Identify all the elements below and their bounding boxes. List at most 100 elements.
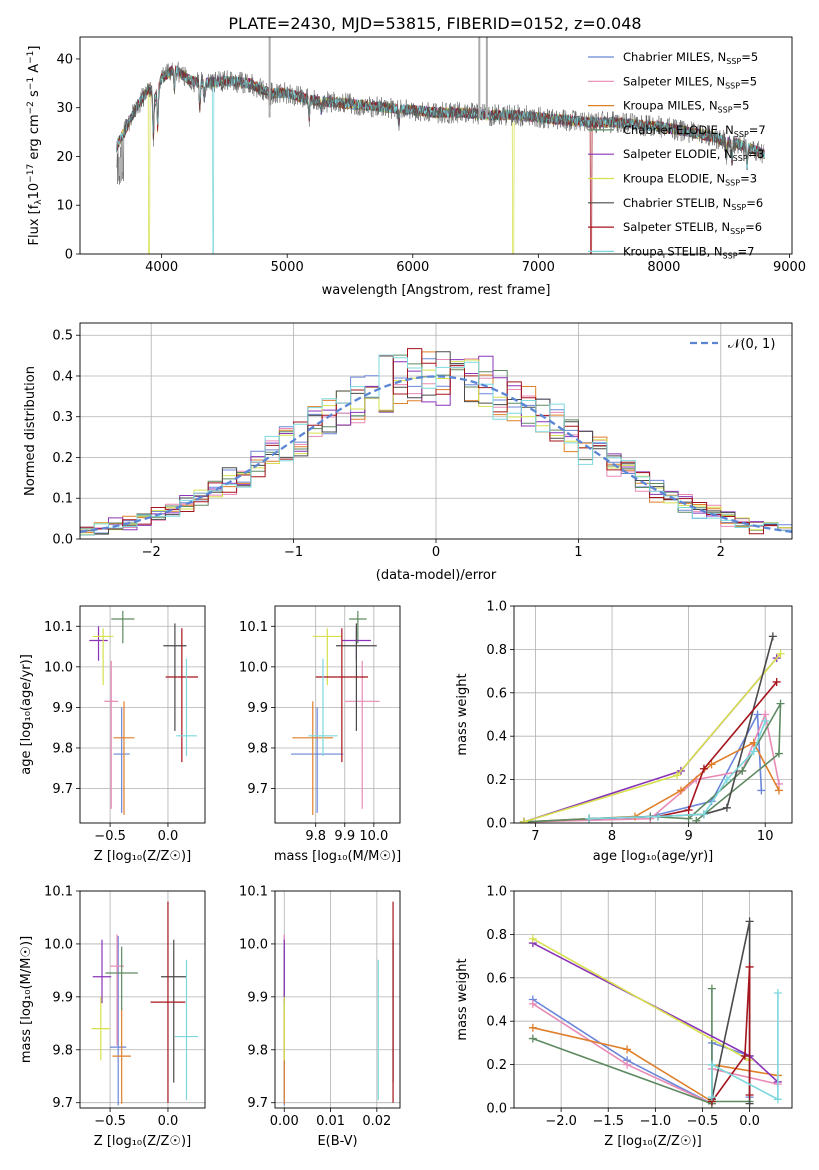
tick-label-y: 9.8: [52, 741, 73, 756]
normal-distribution-curve: [80, 375, 792, 534]
tick-label-x: 0: [432, 545, 440, 560]
tick-label-x: 6000: [396, 260, 429, 275]
spectrum-panel: 4000 5000 6000 7000 8000 9000 0 10 20 30 40 wavelen…: [26, 36, 806, 298]
tick-label-y: 9.9: [247, 990, 268, 1005]
y-axis-label: mass weight: [455, 673, 470, 755]
point-marker: [519, 817, 528, 823]
age_vs_Z-plot-area: [89, 610, 199, 815]
point-marker: [761, 717, 770, 726]
tick-label-x: −1: [284, 545, 303, 560]
errorbar-point: [344, 660, 380, 809]
tick-label-x: −0.5: [94, 829, 126, 844]
tick-label-y: 1.0: [486, 600, 507, 615]
legend-label: Chabrier STELIB, NSSP=6: [623, 196, 763, 212]
point-marker: [740, 1051, 749, 1060]
x-axis-label: Z [log₁₀(Z/Z☉)]: [604, 1134, 701, 1149]
errorbar-point: [290, 707, 344, 813]
tick-label-y: 9.8: [247, 741, 268, 756]
legend-label: Chabrier ELODIE, NSSP=7: [623, 123, 766, 139]
tick-label-y: 30: [56, 101, 73, 116]
axes-frame: [79, 605, 206, 824]
age-vs-metallicity-panel: −0.5 0.0 9.7 9.8 9.9 10.0 10.1 Z [log₁₀(Z/Z☉)] a…: [19, 605, 206, 864]
x-axis-label: E(B-V): [317, 1134, 357, 1149]
point-marker: [757, 786, 766, 795]
point-marker: [745, 1099, 754, 1108]
point-marker: [684, 814, 693, 823]
point-marker: [528, 1034, 537, 1043]
observed-spectrum-line: [116, 61, 765, 185]
point-marker: [768, 632, 777, 641]
errorbar-point: [308, 658, 338, 757]
tick-label-x: 4000: [145, 260, 178, 275]
axes-frame: [79, 36, 793, 255]
legend-label: Kroupa ELODIE, NSSP=3: [623, 172, 757, 188]
massweight-vs-age-panel: 7 8 9 10 0.0 0.2 0.4 0.6 0.8 1.0 age [log₁₀(age/yr…: [455, 600, 793, 864]
tick-label-y: 10.0: [44, 660, 73, 675]
tick-label-x: 0.01: [316, 1114, 345, 1129]
tick-label-y: 0.0: [486, 1102, 507, 1117]
tick-label-x: 9.8: [305, 829, 326, 844]
point-marker: [776, 699, 785, 708]
tick-label-y: 0.8: [486, 643, 507, 658]
y-axis-label: mass [log₁₀(M/M☉)]: [19, 936, 34, 1063]
point-marker: [722, 775, 731, 784]
axes-frame: [274, 890, 401, 1109]
tick-label-y: 0: [65, 248, 73, 263]
mass-vs-metallicity-panel: −0.5 0.0 9.7 9.8 9.9 10.0 10.1 Z [log₁₀(Z/Z☉)] m…: [19, 885, 206, 1149]
tick-label-x: 10.0: [359, 829, 388, 844]
massweight-series: [519, 649, 785, 823]
point-marker: [528, 1023, 537, 1032]
tick-label-y: 9.9: [247, 701, 268, 716]
tick-label-x: 8: [608, 829, 616, 844]
tick-label-y: 0.4: [52, 369, 73, 384]
x-axis-label: (data-model)/error: [376, 568, 497, 583]
tick-label-x: 0.0: [158, 829, 179, 844]
point-marker: [745, 1090, 754, 1099]
series-line: [657, 681, 778, 818]
point-marker: [749, 747, 758, 756]
tick-label-x: −2.0: [545, 1114, 577, 1129]
legend-label: Chabrier MILES, NSSP=5: [623, 50, 758, 66]
point-marker: [707, 760, 716, 769]
tick-label-y: 20: [56, 150, 73, 165]
tick-label-y: 9.8: [247, 1043, 268, 1058]
residuals-plot-area: [80, 348, 792, 536]
tick-label-y: 10.0: [239, 937, 268, 952]
tick-label-x: 2: [717, 545, 725, 560]
legend-label: Kroupa MILES, NSSP=5: [623, 99, 749, 115]
tick-label-x: −1.0: [640, 1114, 672, 1129]
tick-label-y: 0.0: [52, 533, 73, 548]
legend-label: Salpeter STELIB, NSSP=6: [623, 220, 762, 236]
y-axis-label: Normed distribution: [23, 366, 38, 496]
errorbar-point: [161, 939, 187, 1083]
y-axis-label: Flux [fλ10−17 erg cm−2 s−1 A−1]: [26, 46, 44, 246]
mass_vs_Z-plot-area: [91, 901, 199, 1106]
point-marker: [673, 771, 682, 780]
point-marker: [707, 1093, 716, 1102]
legend-label: 𝒩(0, 1): [728, 337, 775, 352]
axes-background: [514, 606, 792, 823]
massweight-vs-metallicity-panel: −2.0 −1.5 −1.0 −0.5 0.0 0.0 0.2 0.4 0.6 0.8 1.0 Z […: [455, 885, 793, 1149]
point-marker: [745, 917, 754, 926]
errorbar-point: [112, 1008, 131, 1104]
tick-label-y: 9.8: [52, 1043, 73, 1058]
point-marker: [773, 988, 782, 997]
tick-label-y: 9.7: [247, 1096, 268, 1111]
point-marker: [774, 786, 783, 795]
errorbar-point: [349, 610, 367, 644]
massweight_vs_age-plot-area: [519, 632, 785, 823]
tick-label-y: 0.8: [486, 928, 507, 943]
point-marker: [773, 1095, 782, 1104]
point-marker: [722, 803, 731, 812]
errorbar-point: [312, 628, 342, 686]
series-line: [532, 988, 750, 1105]
axes-background: [80, 606, 205, 823]
tick-label-x: −1.5: [592, 1114, 624, 1129]
errorbar-point: [104, 660, 119, 809]
errorbar-point: [174, 959, 199, 1101]
tick-label-y: 10.1: [239, 620, 268, 635]
x-axis-label: age [log₁₀(age/yr)]: [593, 849, 714, 864]
massweight-series: [585, 717, 770, 823]
axes-background: [514, 891, 792, 1108]
